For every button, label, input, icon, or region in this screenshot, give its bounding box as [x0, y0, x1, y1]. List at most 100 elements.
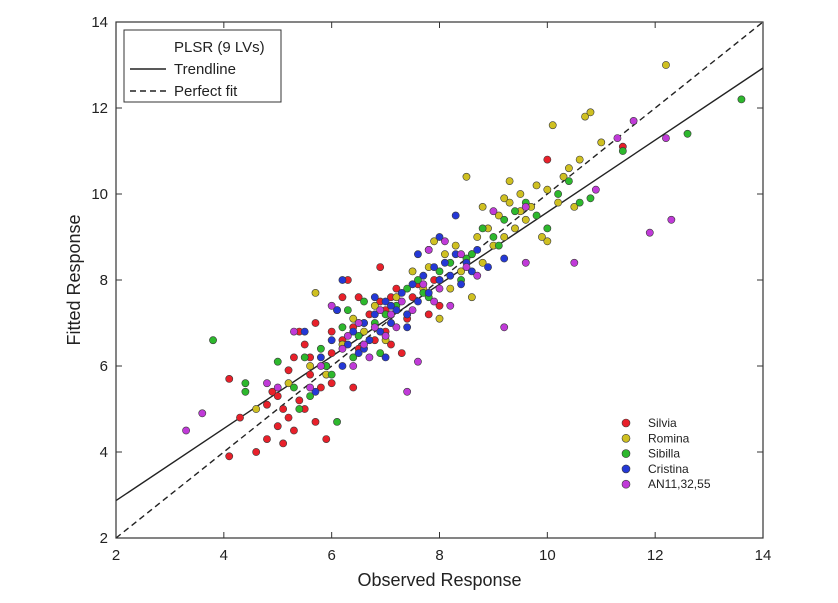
data-point [273, 383, 282, 392]
data-point [543, 224, 552, 233]
data-point [554, 198, 563, 207]
x-tick-label: 14 [755, 547, 772, 564]
data-point [473, 233, 482, 241]
data-point [284, 413, 293, 422]
data-point [435, 233, 444, 241]
data-point [532, 211, 541, 220]
x-tick-label: 10 [539, 547, 556, 564]
data-point [403, 284, 412, 293]
series-legend-label: AN11,32,55 [648, 477, 711, 491]
data-point [397, 288, 406, 297]
data-point [570, 202, 579, 211]
data-point [494, 211, 503, 220]
data-point [457, 267, 465, 276]
data-point [543, 237, 552, 246]
axis-ticks: 2 4 6 8 10 12 14 2 4 6 8 10 12 14 [91, 14, 771, 564]
data-point [311, 417, 320, 426]
data-point [478, 202, 487, 211]
data-point [300, 353, 309, 362]
data-point [273, 392, 282, 400]
data-point [446, 301, 455, 310]
data-point [414, 250, 422, 259]
data-point [392, 284, 401, 293]
data-point [467, 250, 476, 259]
data-point [500, 194, 509, 203]
data-points [182, 61, 746, 461]
y-axis-label: Fitted Response [64, 214, 84, 345]
data-point [387, 340, 395, 349]
data-point [462, 172, 471, 181]
data-point [457, 250, 465, 259]
data-point [408, 293, 417, 302]
lines-legend: PLSR (9 LVs) Trendline Perfect fit [123, 29, 282, 103]
data-point [354, 349, 363, 357]
series-legend-label: Silvia [648, 416, 677, 430]
data-point [381, 331, 390, 340]
trendline [115, 67, 764, 502]
data-point [446, 284, 455, 293]
data-point [500, 233, 509, 241]
legend-entry-label: Perfect fit [174, 83, 238, 100]
data-point [662, 134, 670, 142]
data-point [484, 263, 492, 271]
data-point [284, 366, 293, 375]
data-point [225, 452, 234, 461]
data-point [586, 108, 595, 117]
data-point [516, 190, 525, 198]
legend-entry-label: Trendline [174, 61, 236, 78]
data-point [392, 323, 401, 332]
data-point [343, 331, 352, 340]
data-point [387, 319, 395, 327]
data-point [591, 185, 600, 194]
data-point [408, 306, 417, 314]
data-point [570, 258, 579, 267]
data-point [263, 379, 271, 388]
data-point [354, 331, 363, 340]
data-point [683, 129, 692, 138]
data-point [543, 185, 552, 194]
data-point [182, 426, 190, 435]
data-point [387, 310, 395, 319]
data-point [414, 297, 422, 306]
data-point [349, 314, 358, 323]
data-point [662, 61, 670, 69]
data-point [354, 293, 363, 302]
data-point [511, 224, 519, 233]
data-point [419, 271, 428, 280]
data-point [629, 117, 638, 125]
data-point [225, 374, 234, 383]
data-point [451, 211, 460, 220]
data-point [473, 245, 482, 254]
data-point [494, 241, 503, 250]
x-tick-label: 6 [327, 547, 335, 564]
data-point [737, 95, 746, 104]
data-point [241, 387, 250, 396]
data-point [403, 387, 412, 396]
y-tick-label: 12 [91, 100, 108, 117]
data-point [349, 383, 358, 392]
data-point [451, 241, 460, 250]
data-point [338, 344, 347, 353]
data-point [306, 362, 314, 370]
data-point [467, 267, 476, 276]
series-legend-marker [621, 464, 631, 474]
data-point [575, 155, 584, 164]
data-point [511, 207, 519, 216]
data-point [500, 215, 509, 224]
data-point [478, 224, 487, 233]
data-point [559, 172, 568, 181]
data-point [473, 271, 482, 280]
data-point [381, 297, 390, 306]
data-point [316, 362, 325, 370]
data-point [370, 293, 379, 302]
data-point [273, 422, 282, 431]
data-point [613, 134, 622, 142]
data-point [667, 215, 676, 224]
data-point [376, 349, 385, 357]
data-point [300, 340, 309, 349]
data-point [554, 190, 563, 198]
data-point [435, 276, 444, 284]
data-point [565, 164, 573, 173]
data-point [338, 362, 347, 370]
